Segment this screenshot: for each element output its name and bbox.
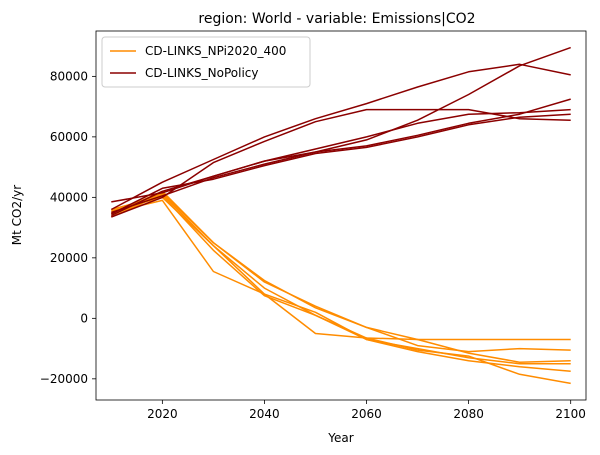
series-line-npi2020-400-1 (110, 193, 571, 365)
series-line-npi2020-400-5 (111, 196, 571, 373)
series-line-npi2020-400-2 (111, 199, 571, 341)
series-line-npi2020-400-3 (110, 190, 571, 363)
series-line-nopolicy-6 (110, 113, 571, 215)
y-tick-label: 40000 (50, 190, 88, 204)
series-line-nopolicy-1 (110, 63, 571, 211)
series-lines (110, 46, 571, 385)
plot-area (95, 30, 587, 401)
y-tick-label: 80000 (50, 69, 88, 83)
x-tick-label: 2080 (453, 407, 484, 421)
y-axis-ticks: −20000 0 20000 40000 60000 80000 (40, 69, 96, 386)
series-line-npi2020-400-6 (110, 192, 571, 353)
y-tick-label: 0 (80, 311, 88, 325)
series-line-nopolicy-5 (111, 108, 571, 218)
y-tick-label: 60000 (50, 130, 88, 144)
legend-label-nopolicy: CD-LINKS_NoPolicy (145, 66, 258, 80)
x-tick-label: 2100 (555, 407, 586, 421)
series-line-npi2020-400-4 (111, 195, 571, 385)
x-tick-label: 2020 (147, 407, 178, 421)
y-tick-label: −20000 (40, 372, 88, 386)
x-tick-label: 2040 (249, 407, 280, 421)
x-axis-label: Year (327, 431, 353, 445)
y-axis-label: Mt CO2/yr (10, 185, 24, 245)
chart-title: region: World - variable: Emissions|CO2 (198, 11, 475, 27)
series-line-nopolicy-3 (111, 108, 571, 203)
chart-legend: CD-LINKS_NPi2020_400 CD-LINKS_NoPolicy (101, 36, 311, 88)
legend-box (101, 36, 311, 88)
y-tick-label: 20000 (50, 251, 88, 265)
legend-label-npi2020-400: CD-LINKS_NPi2020_400 (145, 44, 286, 58)
x-axis-ticks: 2020 2040 2060 2080 2100 (147, 400, 586, 421)
x-tick-label: 2060 (351, 407, 382, 421)
series-line-nopolicy-4 (111, 98, 571, 214)
